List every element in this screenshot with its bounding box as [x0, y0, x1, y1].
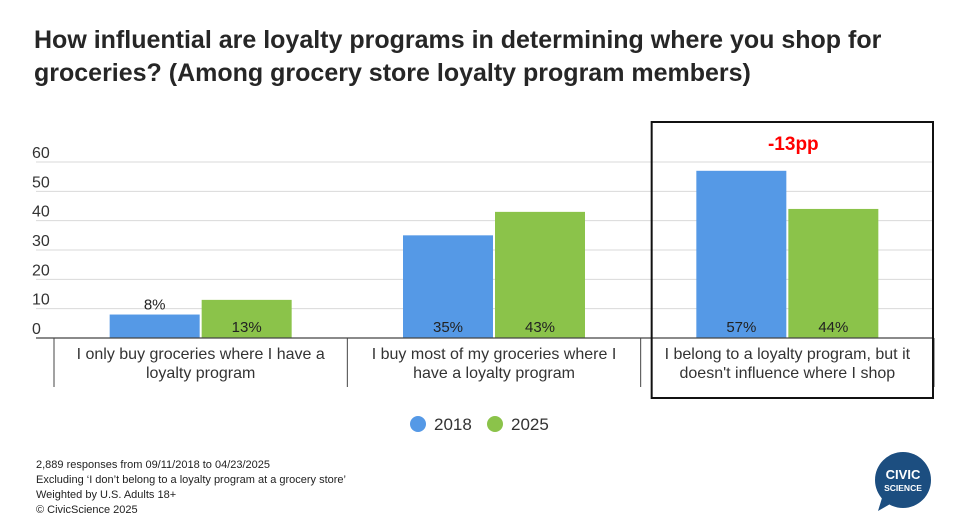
legend-label: 2018 — [434, 415, 472, 434]
x-tick-label: I buy most of my groceries where I — [372, 346, 617, 363]
x-tick-label: I only buy groceries where I have a — [77, 346, 325, 363]
bar-2025 — [495, 211, 585, 338]
logo-word-science: SCIENCE — [884, 483, 922, 493]
chart-title: How influential are loyalty programs in … — [34, 26, 882, 87]
highlight-box — [650, 121, 935, 399]
bar-2018 — [696, 170, 787, 338]
bar-2018 — [109, 314, 200, 338]
x-tick-label: doesn't influence where I shop — [680, 365, 896, 382]
bar-chart: 0 10 20 30 40 50 60 8% 13% I only buy groceries w… — [32, 121, 935, 434]
logo-word-civic: CIVIC — [886, 467, 921, 482]
footnote-weighting: Weighted by U.S. Adults 18+ — [36, 489, 177, 501]
data-label: 44% — [818, 319, 848, 336]
footnote-exclusion: Excluding ‘I don’t belong to a loyalty p… — [36, 474, 346, 486]
data-label: 13% — [232, 319, 262, 336]
change-annotation: -13pp — [768, 134, 819, 155]
y-tick-label: 50 — [32, 174, 50, 191]
y-tick-label: 10 — [32, 292, 50, 309]
footnotes: 2,889 responses from 09/11/2018 to 04/23… — [36, 458, 346, 518]
legend-marker-2018 — [410, 416, 426, 432]
legend-label: 2025 — [511, 415, 549, 434]
y-tick-label: 0 — [32, 321, 41, 338]
data-label: 43% — [525, 319, 555, 336]
footnote-responses: 2,889 responses from 09/11/2018 to 04/23… — [36, 459, 271, 471]
bar-2025 — [788, 208, 879, 338]
civicscience-logo: CIVIC SCIENCE — [875, 452, 931, 511]
y-tick-label: 30 — [32, 233, 50, 250]
bar-2018 — [403, 235, 493, 338]
data-label: 57% — [726, 319, 756, 336]
logo-circle — [875, 452, 931, 508]
data-label: 35% — [433, 319, 463, 336]
legend-marker-2025 — [487, 416, 503, 432]
logo-speech-tail — [878, 498, 892, 511]
y-tick-label: 60 — [32, 145, 50, 162]
footnote-copyright: © CivicScience 2025 — [36, 504, 138, 516]
x-tick-label: loyalty program — [146, 365, 255, 382]
x-tick-label: I belong to a loyalty program, but it — [665, 346, 911, 363]
y-tick-label: 40 — [32, 204, 50, 221]
x-tick-label: have a loyalty program — [413, 365, 575, 382]
y-tick-label: 20 — [32, 262, 50, 279]
bar-2025 — [201, 299, 292, 338]
data-label: 8% — [144, 297, 166, 314]
